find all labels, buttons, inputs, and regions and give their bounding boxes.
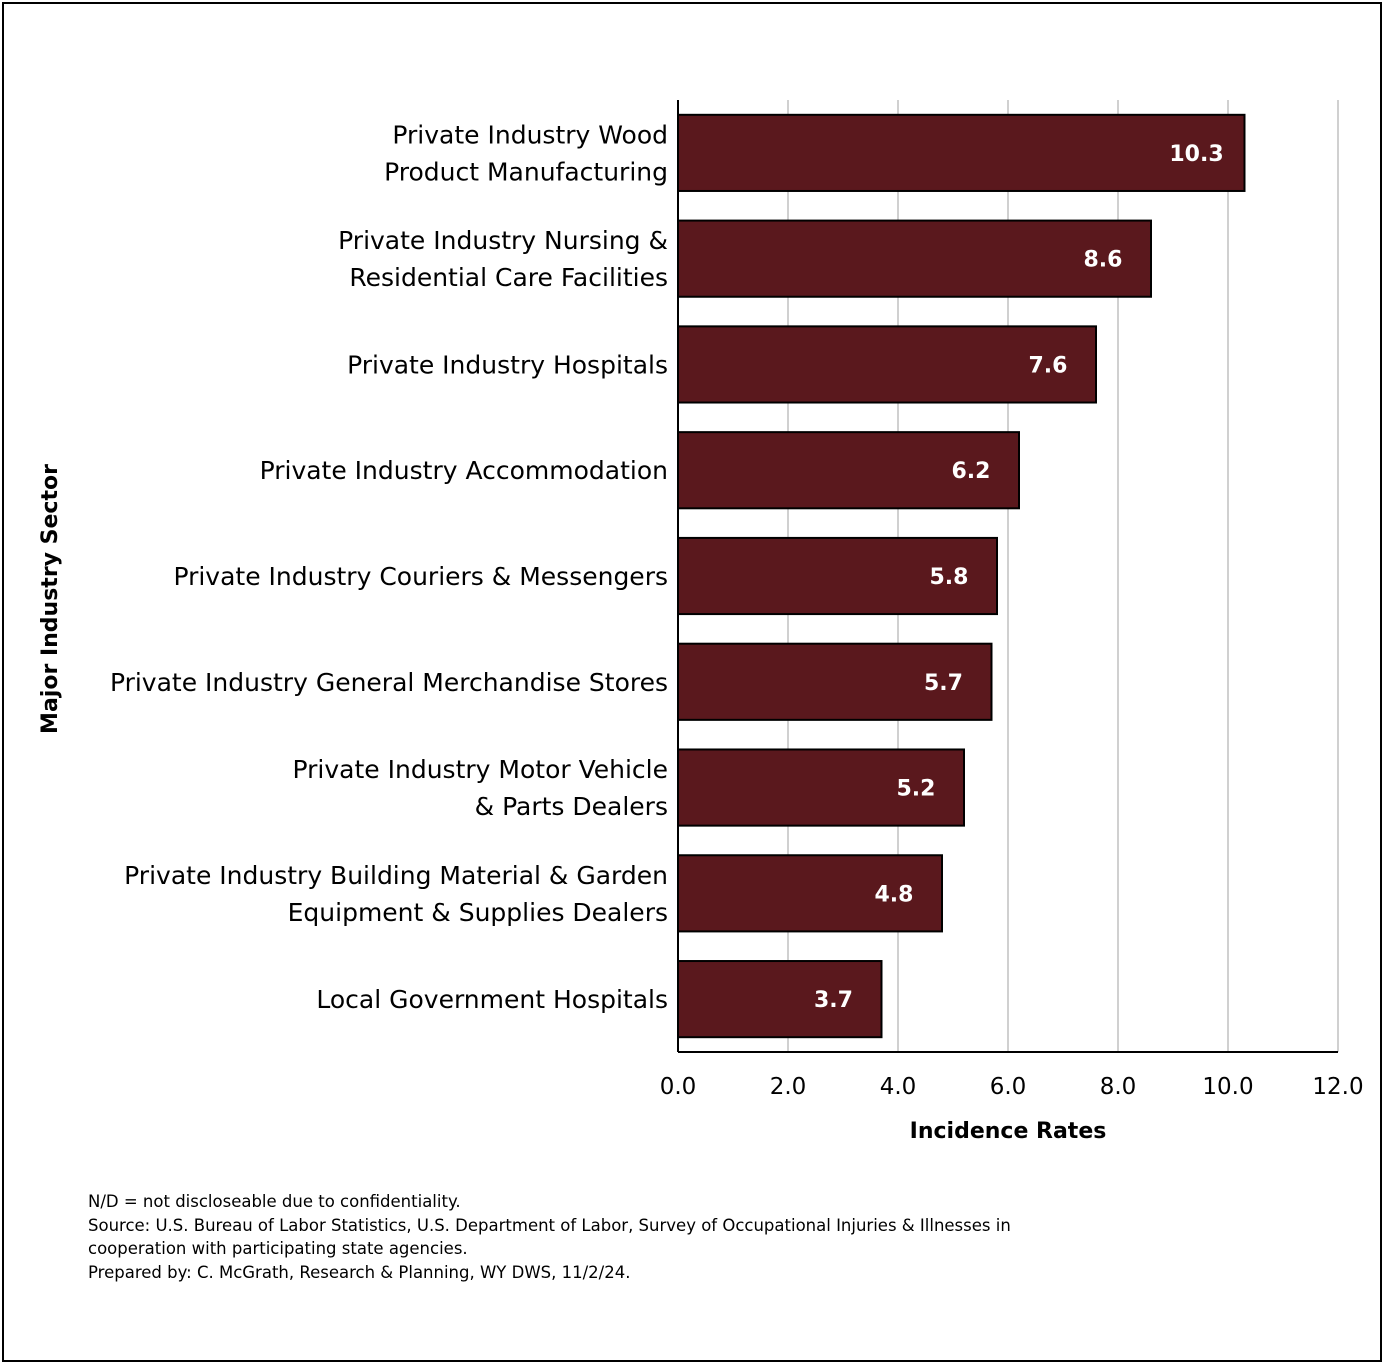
category-label: Private Industry Couriers & Messengers bbox=[173, 562, 668, 591]
labels: 0.0 2.0 4.0 6.0 8.0 10.0 12.0 10.3 Private Indus… bbox=[38, 120, 1364, 1144]
bar-value-label: 8.6 bbox=[1084, 248, 1123, 273]
bar bbox=[677, 325, 1097, 404]
bar-value-label: 10.3 bbox=[1169, 142, 1223, 167]
bars bbox=[677, 113, 1246, 1039]
category-label: Private Industry General Merchandise Sto… bbox=[110, 668, 668, 697]
footnotes: N/D = not discloseable due to confidenti… bbox=[88, 1190, 1288, 1284]
x-tick-label: 0.0 bbox=[660, 1074, 697, 1100]
bar-value-label: 7.6 bbox=[1029, 353, 1068, 378]
bar bbox=[677, 960, 883, 1039]
bar-value-label: 5.2 bbox=[897, 777, 936, 802]
category-label: Private Industry Motor Vehicle bbox=[293, 755, 668, 784]
category-label: Residential Care Facilities bbox=[349, 263, 668, 292]
axes bbox=[677, 100, 1338, 1053]
bar bbox=[677, 113, 1246, 192]
bar bbox=[677, 748, 965, 827]
bar-value-label: 4.8 bbox=[875, 882, 914, 907]
category-label: Product Manufacturing bbox=[384, 157, 668, 186]
category-label: Equipment & Supplies Dealers bbox=[288, 898, 668, 927]
bar-chart: 0.0 2.0 4.0 6.0 8.0 10.0 12.0 10.3 Private Indus… bbox=[38, 100, 1364, 1144]
x-tick-label: 12.0 bbox=[1312, 1074, 1363, 1100]
footnote-source-line1: Source: U.S. Bureau of Labor Statistics,… bbox=[88, 1215, 1011, 1235]
category-label: Private Industry Wood bbox=[392, 120, 668, 149]
bar-value-label: 3.7 bbox=[814, 988, 853, 1013]
x-tick-label: 8.0 bbox=[1100, 1074, 1137, 1100]
category-label: Private Industry Nursing & bbox=[338, 226, 668, 255]
bar-value-label: 5.8 bbox=[930, 565, 969, 590]
category-label: & Parts Dealers bbox=[475, 792, 668, 821]
x-tick-label: 2.0 bbox=[770, 1074, 807, 1100]
bar bbox=[677, 854, 943, 933]
category-label: Private Industry Building Material & Gar… bbox=[124, 861, 668, 890]
footnote-prepared: Prepared by: C. McGrath, Research & Plan… bbox=[88, 1262, 631, 1282]
bar bbox=[677, 219, 1152, 298]
category-label: Private Industry Accommodation bbox=[260, 456, 668, 485]
x-axis-title: Incidence Rates bbox=[910, 1119, 1107, 1144]
bar bbox=[677, 642, 993, 721]
footnote-nd: N/D = not discloseable due to confidenti… bbox=[88, 1192, 461, 1211]
x-tick-label: 6.0 bbox=[990, 1074, 1027, 1100]
x-tick-label: 10.0 bbox=[1202, 1074, 1253, 1100]
footnote-source-line2: cooperation with participating state age… bbox=[88, 1239, 468, 1258]
category-label: Private Industry Hospitals bbox=[347, 350, 668, 379]
bar bbox=[677, 536, 998, 616]
bar-value-label: 5.7 bbox=[924, 671, 963, 696]
bar bbox=[677, 431, 1020, 510]
category-label: Local Government Hospitals bbox=[316, 985, 668, 1014]
y-axis-title: Major Industry Sector bbox=[38, 464, 63, 734]
bar-value-label: 6.2 bbox=[952, 459, 991, 484]
x-tick-label: 4.0 bbox=[880, 1074, 917, 1100]
